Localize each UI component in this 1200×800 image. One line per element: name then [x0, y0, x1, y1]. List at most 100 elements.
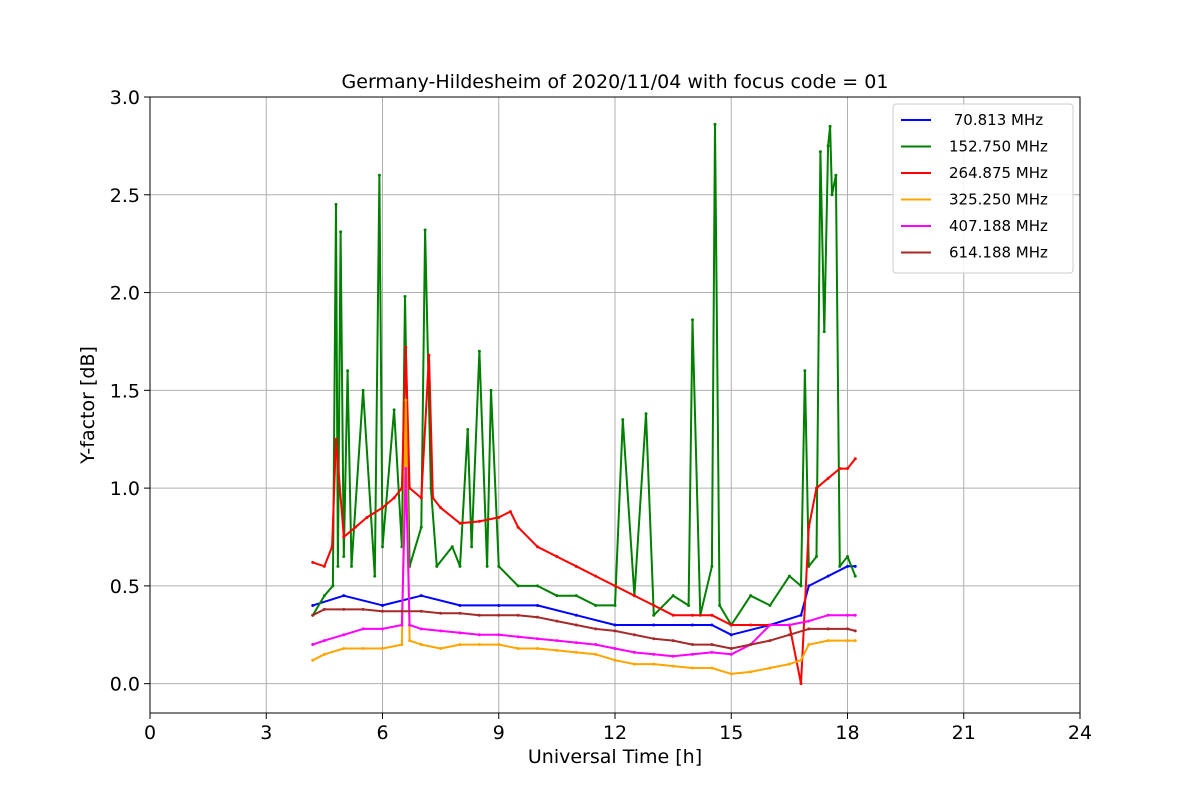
- data-point: [652, 603, 656, 607]
- data-point: [710, 613, 714, 617]
- data-point: [404, 345, 408, 349]
- data-point: [671, 654, 675, 658]
- data-point: [729, 633, 733, 637]
- x-axis-label: Universal Time [h]: [528, 746, 702, 768]
- data-point: [652, 652, 656, 656]
- data-point: [729, 672, 733, 676]
- data-point: [365, 515, 369, 519]
- data-point: [536, 615, 539, 619]
- data-point: [435, 564, 439, 568]
- data-point: [508, 510, 512, 514]
- data-point: [450, 545, 454, 549]
- data-point: [334, 203, 338, 207]
- data-point: [408, 623, 412, 627]
- legend-label: 70.813 MHz: [949, 111, 1043, 129]
- data-point: [458, 631, 462, 635]
- data-point: [710, 650, 714, 654]
- data-point: [477, 519, 481, 523]
- data-point: [350, 564, 353, 568]
- data-point: [729, 652, 733, 656]
- data-point: [381, 545, 384, 549]
- data-point: [671, 594, 675, 598]
- data-point: [710, 643, 714, 647]
- data-point: [826, 639, 830, 643]
- data-point: [439, 506, 443, 510]
- data-point: [392, 496, 396, 500]
- data-point: [342, 594, 346, 598]
- data-point: [470, 545, 474, 549]
- data-point: [516, 525, 520, 529]
- data-point: [652, 613, 656, 617]
- data-point: [613, 603, 617, 607]
- data-point: [713, 122, 717, 126]
- y-tick-label: 2.0: [110, 283, 140, 305]
- data-point: [381, 609, 384, 613]
- data-point: [439, 646, 443, 650]
- data-point: [322, 564, 326, 568]
- data-point: [516, 613, 520, 617]
- data-point: [787, 633, 791, 637]
- data-point: [803, 369, 807, 373]
- data-point: [342, 646, 346, 650]
- y-tick-label: 1.5: [110, 380, 140, 402]
- data-point: [768, 666, 772, 670]
- data-point: [400, 623, 404, 627]
- x-tick-label: 3: [260, 722, 272, 744]
- data-point: [846, 627, 849, 631]
- data-point: [652, 662, 656, 666]
- legend-label: 614.188 MHz: [949, 244, 1048, 262]
- data-point: [334, 437, 338, 441]
- data-point: [671, 664, 675, 668]
- data-point: [497, 643, 501, 647]
- data-point: [311, 603, 315, 607]
- data-point: [408, 639, 412, 643]
- data-point: [439, 611, 443, 615]
- data-point: [458, 521, 462, 525]
- data-point: [311, 613, 315, 617]
- data-point: [853, 639, 857, 643]
- data-point: [574, 650, 578, 654]
- data-point: [400, 486, 404, 490]
- data-point: [807, 627, 811, 631]
- data-point: [621, 418, 625, 422]
- data-point: [691, 652, 694, 656]
- data-point: [423, 228, 427, 232]
- data-point: [594, 603, 598, 607]
- data-point: [381, 506, 384, 510]
- data-point: [516, 635, 520, 639]
- plot-area: [311, 122, 857, 686]
- x-tick-label: 15: [719, 722, 743, 744]
- data-point: [594, 574, 598, 578]
- data-point: [687, 603, 691, 607]
- data-point: [846, 467, 849, 471]
- x-tick-label: 12: [603, 722, 627, 744]
- series-line-5: [312, 608, 856, 650]
- data-point: [346, 369, 350, 373]
- data-point: [427, 353, 431, 357]
- data-point: [381, 627, 384, 631]
- data-point: [342, 555, 346, 559]
- y-tick-label: 2.5: [110, 185, 140, 207]
- data-point: [632, 633, 636, 637]
- data-point: [799, 682, 803, 686]
- data-point: [477, 613, 481, 617]
- data-point: [718, 603, 722, 607]
- data-point: [403, 294, 407, 298]
- data-point: [311, 643, 315, 647]
- data-point: [400, 609, 404, 613]
- data-point: [322, 594, 326, 598]
- data-point: [331, 584, 335, 588]
- data-point: [710, 564, 714, 568]
- data-point: [822, 330, 826, 334]
- data-point: [671, 613, 675, 617]
- data-point: [431, 496, 435, 500]
- data-point: [574, 594, 578, 598]
- data-point: [419, 609, 423, 613]
- y-axis-label: Y-factor [dB]: [77, 346, 99, 465]
- data-point: [749, 670, 753, 674]
- data-point: [377, 173, 381, 177]
- y-axis: 0.0 0.5 1.0 1.5 2.0 2.5 3.0: [110, 87, 150, 696]
- data-point: [799, 584, 803, 588]
- data-point: [381, 646, 384, 650]
